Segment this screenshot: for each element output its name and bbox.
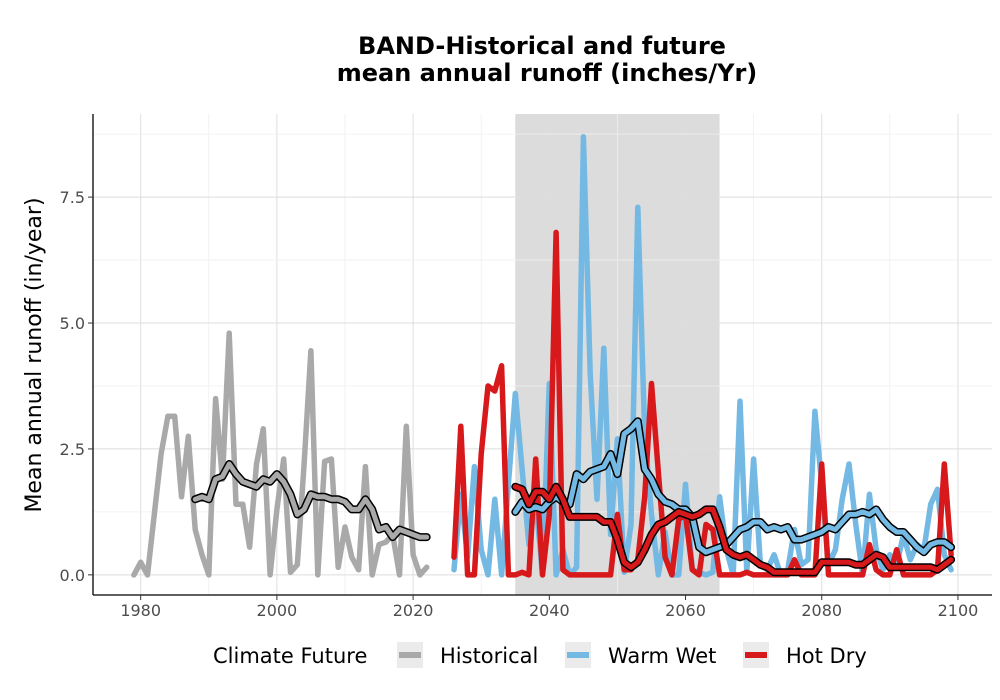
legend-label-warm-wet: Warm Wet: [608, 644, 716, 668]
smoothed-line-hot-dry-smoothed: [512, 484, 954, 575]
y-tick-label: 7.5: [60, 188, 85, 207]
legend-title: Climate Future: [213, 644, 367, 668]
chart-title-line2: mean annual runoff (inches/Yr): [337, 59, 758, 87]
y-tick-label: 5.0: [60, 314, 85, 333]
x-tick-label: 2080: [801, 601, 842, 620]
smoothed-line-warm-wet-smoothed: [512, 418, 954, 555]
series-layer: [131, 133, 956, 578]
legend-label-hot-dry: Hot Dry: [786, 644, 867, 668]
y-tick-label: 2.5: [60, 440, 85, 459]
smoothed-line-historical-smoothed: [192, 461, 430, 540]
legend: Climate Future Historical Warm Wet Hot D…: [213, 642, 867, 668]
x-tick-label: 2060: [665, 601, 706, 620]
chart-title-line1: BAND-Historical and future: [358, 32, 726, 60]
legend-label-historical: Historical: [440, 644, 538, 668]
series-line-historical: [131, 330, 430, 578]
x-tick-label: 1980: [120, 601, 161, 620]
y-tick-label: 0.0: [60, 566, 85, 585]
axis-ticks: 1980 2000 2020 2040 2060 2080 2100 0.0 2.5 5.0 7.5: [60, 188, 979, 620]
x-tick-label: 2040: [529, 601, 570, 620]
y-axis-title: Mean annual runoff (in/year): [22, 197, 47, 512]
x-tick-label: 2020: [393, 601, 434, 620]
x-tick-label: 2000: [257, 601, 298, 620]
x-tick-label: 2100: [938, 601, 979, 620]
